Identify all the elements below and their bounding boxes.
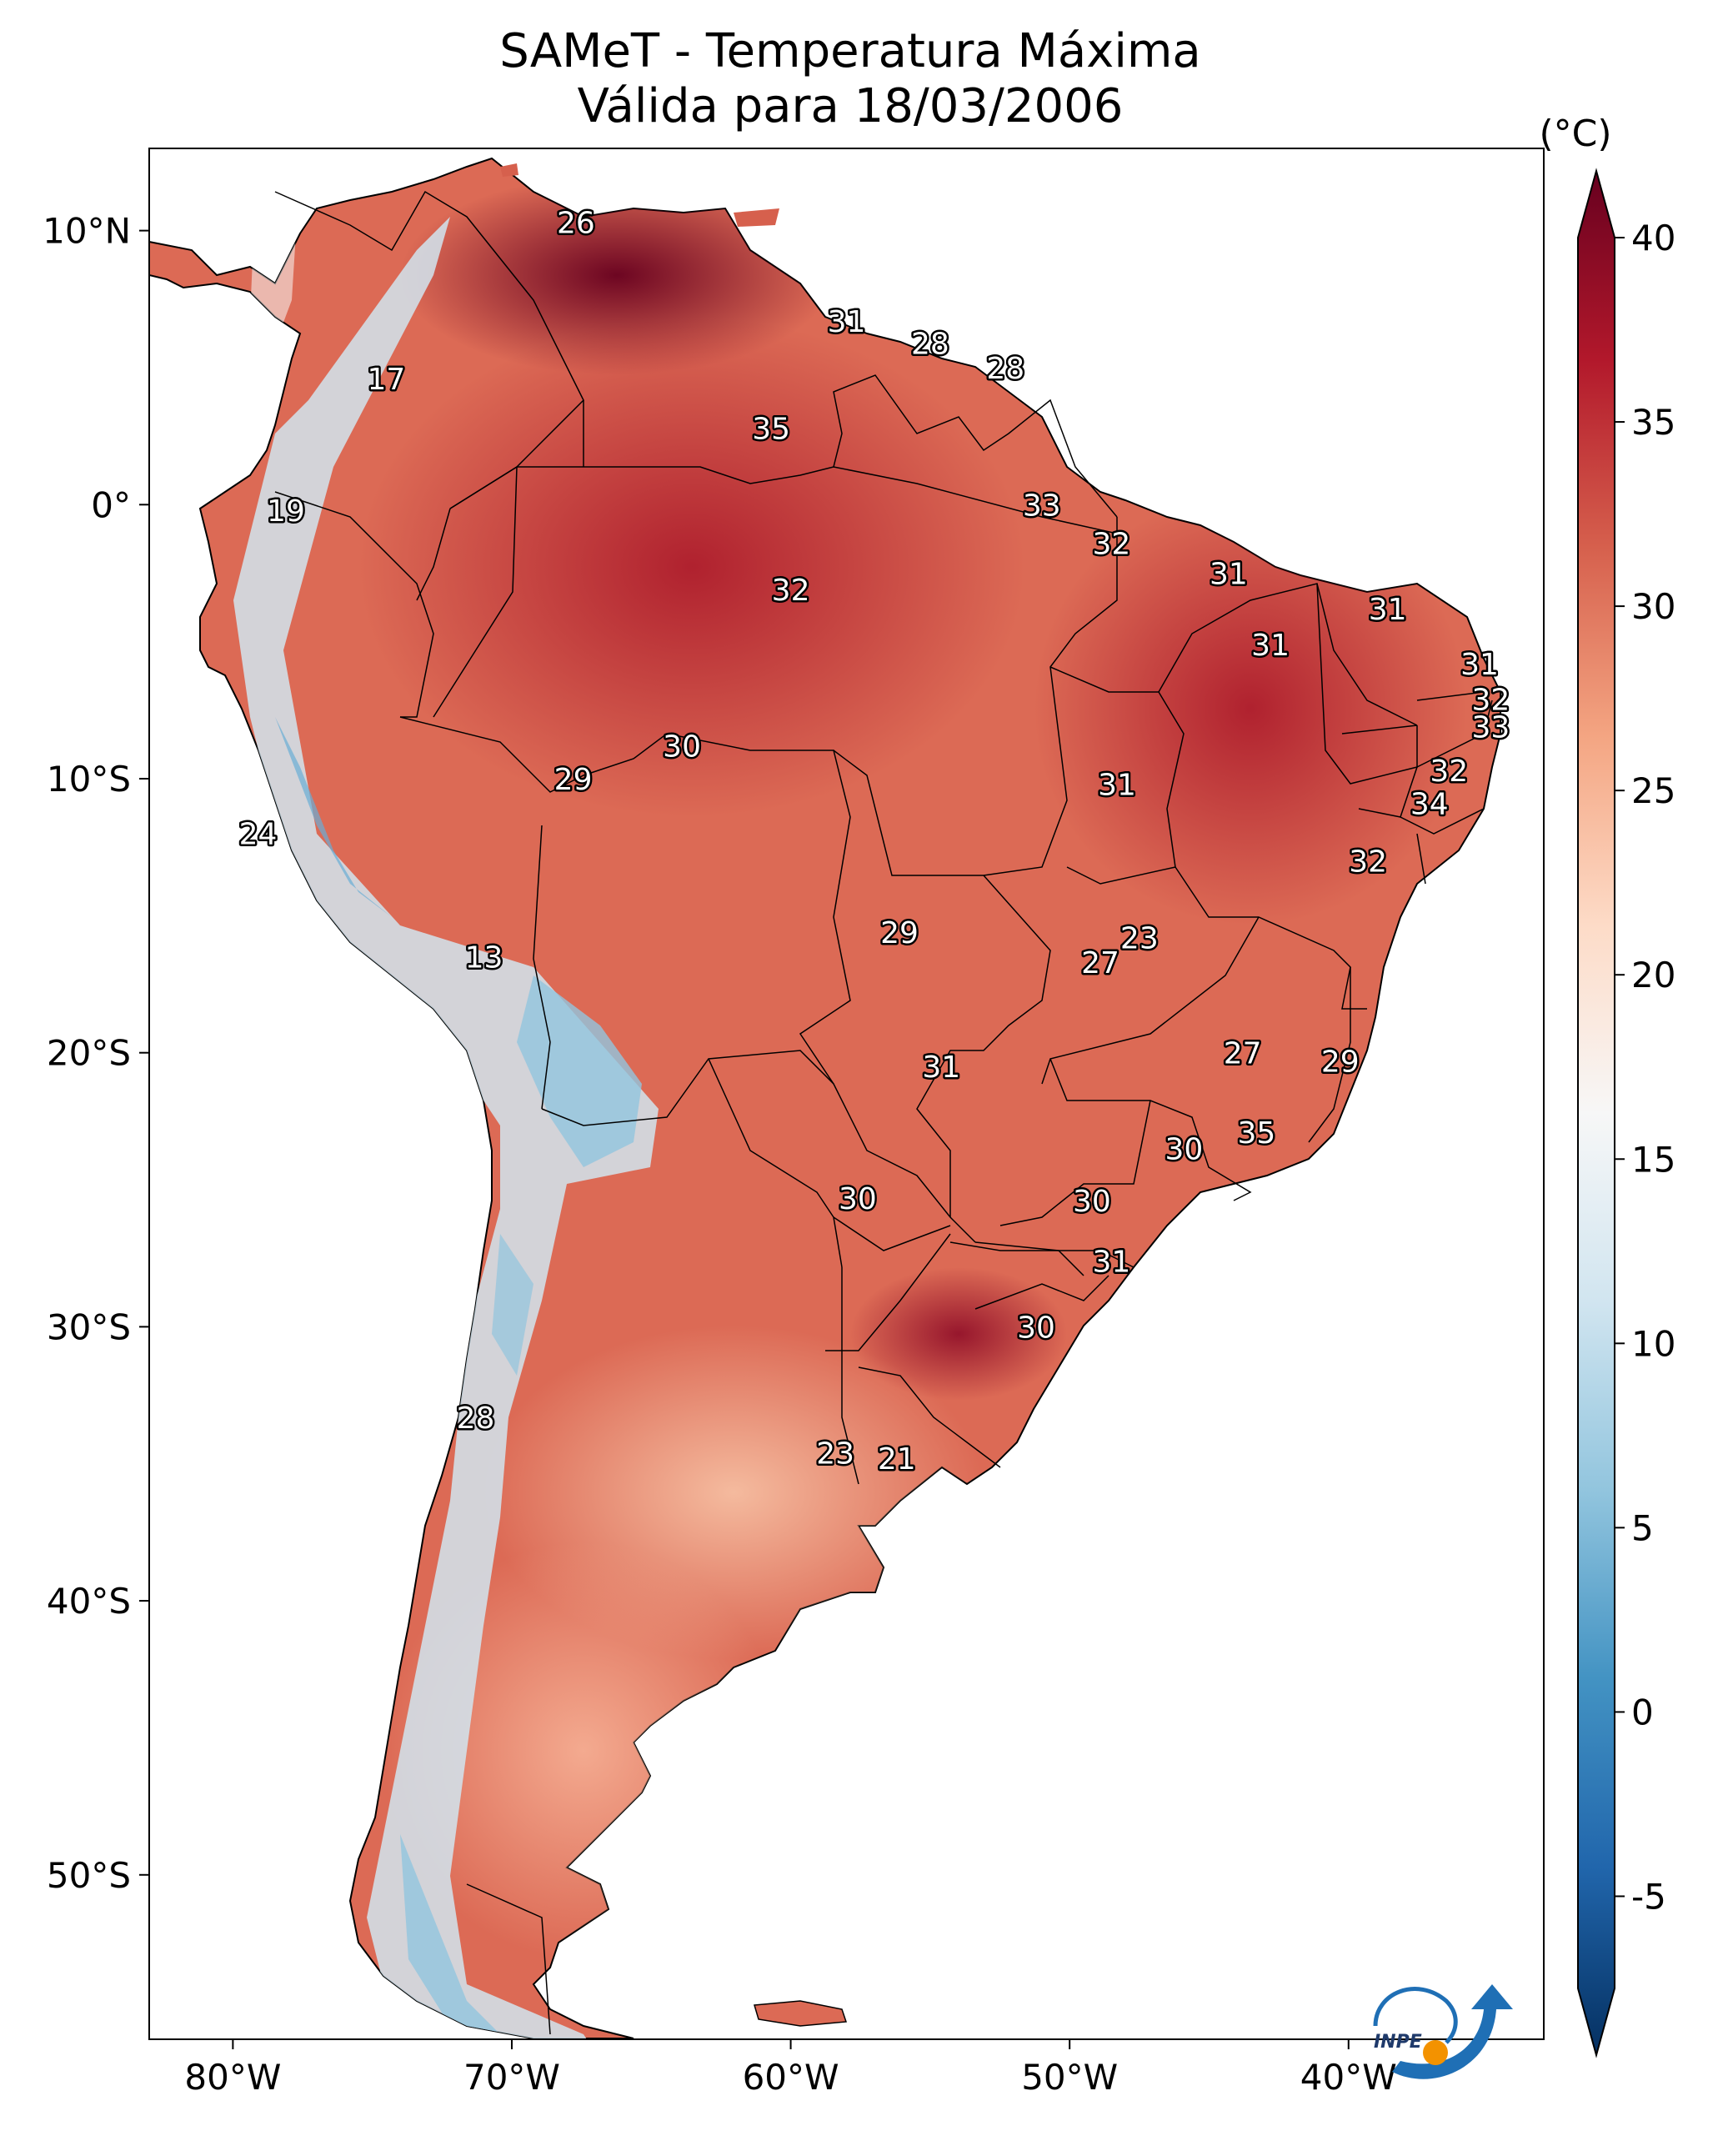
station-value: 27 <box>1224 1037 1262 1071</box>
colorbar: -5 0 5 10 15 20 25 30 35 40 (°C) <box>1539 113 1675 2058</box>
lon-tick-label: 50°W <box>1021 2057 1118 2098</box>
falkland-islands <box>754 2000 848 2027</box>
station-value: 33 <box>1023 489 1061 523</box>
station-value: 32 <box>1472 684 1510 718</box>
lat-tick-label: 30°S <box>47 1306 131 1347</box>
station-value: 30 <box>1017 1311 1055 1345</box>
colorbar-tick-label: 5 <box>1631 1507 1654 1548</box>
station-value: 19 <box>267 494 305 529</box>
lat-tick-label: 0° <box>91 484 131 525</box>
station-value: 32 <box>1430 755 1468 789</box>
station-value: 28 <box>457 1401 495 1436</box>
lat-tick-label: 50°S <box>47 1855 131 1896</box>
map-frame <box>148 148 1545 2040</box>
colorbar-tick-label: 0 <box>1631 1692 1654 1732</box>
lat-tick-label: 10°N <box>43 211 131 252</box>
lon-tick-label: 40°W <box>1300 2057 1397 2098</box>
caribbean-island <box>734 208 779 227</box>
latitude-axis: 10°N 0° 10°S 20°S 30°S 40°S 50°S <box>43 211 149 1896</box>
map-title-line-1: SAMeT - Temperatura Máxima <box>499 24 1201 78</box>
colorbar-tick-label: 40 <box>1631 218 1675 258</box>
station-value: 28 <box>911 327 949 361</box>
lon-tick-label: 80°W <box>184 2057 281 2098</box>
station-value: 23 <box>816 1437 854 1472</box>
station-value: 28 <box>986 352 1024 386</box>
station-value: 30 <box>839 1182 877 1216</box>
station-value: 17 <box>368 363 406 397</box>
station-value: 32 <box>1349 845 1387 880</box>
station-value: 33 <box>1472 711 1510 745</box>
colorbar-unit: (°C) <box>1539 113 1611 155</box>
station-value: 35 <box>1237 1116 1275 1151</box>
lon-tick-label: 70°W <box>463 2057 560 2098</box>
colorbar-tick-label: -5 <box>1631 1876 1666 1917</box>
station-value: 30 <box>1165 1133 1203 1167</box>
station-value: 29 <box>1321 1045 1360 1080</box>
station-value: 24 <box>239 818 278 852</box>
station-value: 31 <box>922 1050 960 1085</box>
station-value: 32 <box>1092 527 1130 561</box>
lat-tick-label: 10°S <box>47 759 131 800</box>
colorbar-tick-label: 30 <box>1631 586 1675 627</box>
station-value: 31 <box>828 305 866 339</box>
colorbar-tick-label: 20 <box>1631 955 1675 995</box>
station-value: 30 <box>663 730 701 765</box>
logo-arrow-icon <box>1392 1984 1513 2079</box>
colorbar-tick-label: 35 <box>1631 402 1675 443</box>
lon-tick-label: 60°W <box>743 2057 839 2098</box>
colorbar-ticks: -5 0 5 10 15 20 25 30 35 40 <box>1615 218 1675 1917</box>
station-value: 35 <box>752 412 790 446</box>
logo-text: INPE <box>1374 2032 1422 2053</box>
inpe-logo: INPE <box>1373 1984 1513 2079</box>
station-value: 31 <box>1251 629 1290 663</box>
caribbean-island <box>500 163 518 177</box>
logo-sun-icon <box>1423 2040 1448 2065</box>
station-value: 21 <box>878 1442 916 1477</box>
station-value: 26 <box>557 207 595 241</box>
station-value: 29 <box>880 916 919 950</box>
station-value: 29 <box>554 763 593 797</box>
colorbar-tick-label: 15 <box>1631 1139 1675 1180</box>
lat-tick-label: 20°S <box>47 1033 131 1074</box>
longitude-axis: 80°W 70°W 60°W 50°W 40°W <box>184 2039 1397 2098</box>
country-borders <box>274 190 1493 2035</box>
logo-orbit <box>1373 1987 1458 2044</box>
station-value: 27 <box>1081 946 1119 980</box>
station-value: 31 <box>1210 557 1248 591</box>
station-value: 32 <box>772 574 810 608</box>
station-value: 23 <box>1120 922 1159 956</box>
station-value: 31 <box>1369 593 1407 627</box>
map-title-line-2: Válida para 18/03/2006 <box>577 79 1124 133</box>
station-value: 34 <box>1410 788 1449 822</box>
land-mass <box>148 157 1501 2039</box>
station-value: 30 <box>1073 1185 1111 1219</box>
colorbar-bar <box>1577 168 1615 2058</box>
station-value: 31 <box>1092 1246 1130 1280</box>
colorbar-tick-label: 25 <box>1631 770 1675 811</box>
colorbar-tick-label: 10 <box>1631 1323 1675 1364</box>
station-value: 13 <box>465 941 503 975</box>
station-value: 31 <box>1460 648 1499 682</box>
station-value: 31 <box>1098 769 1136 803</box>
lat-tick-label: 40°S <box>47 1581 131 1622</box>
